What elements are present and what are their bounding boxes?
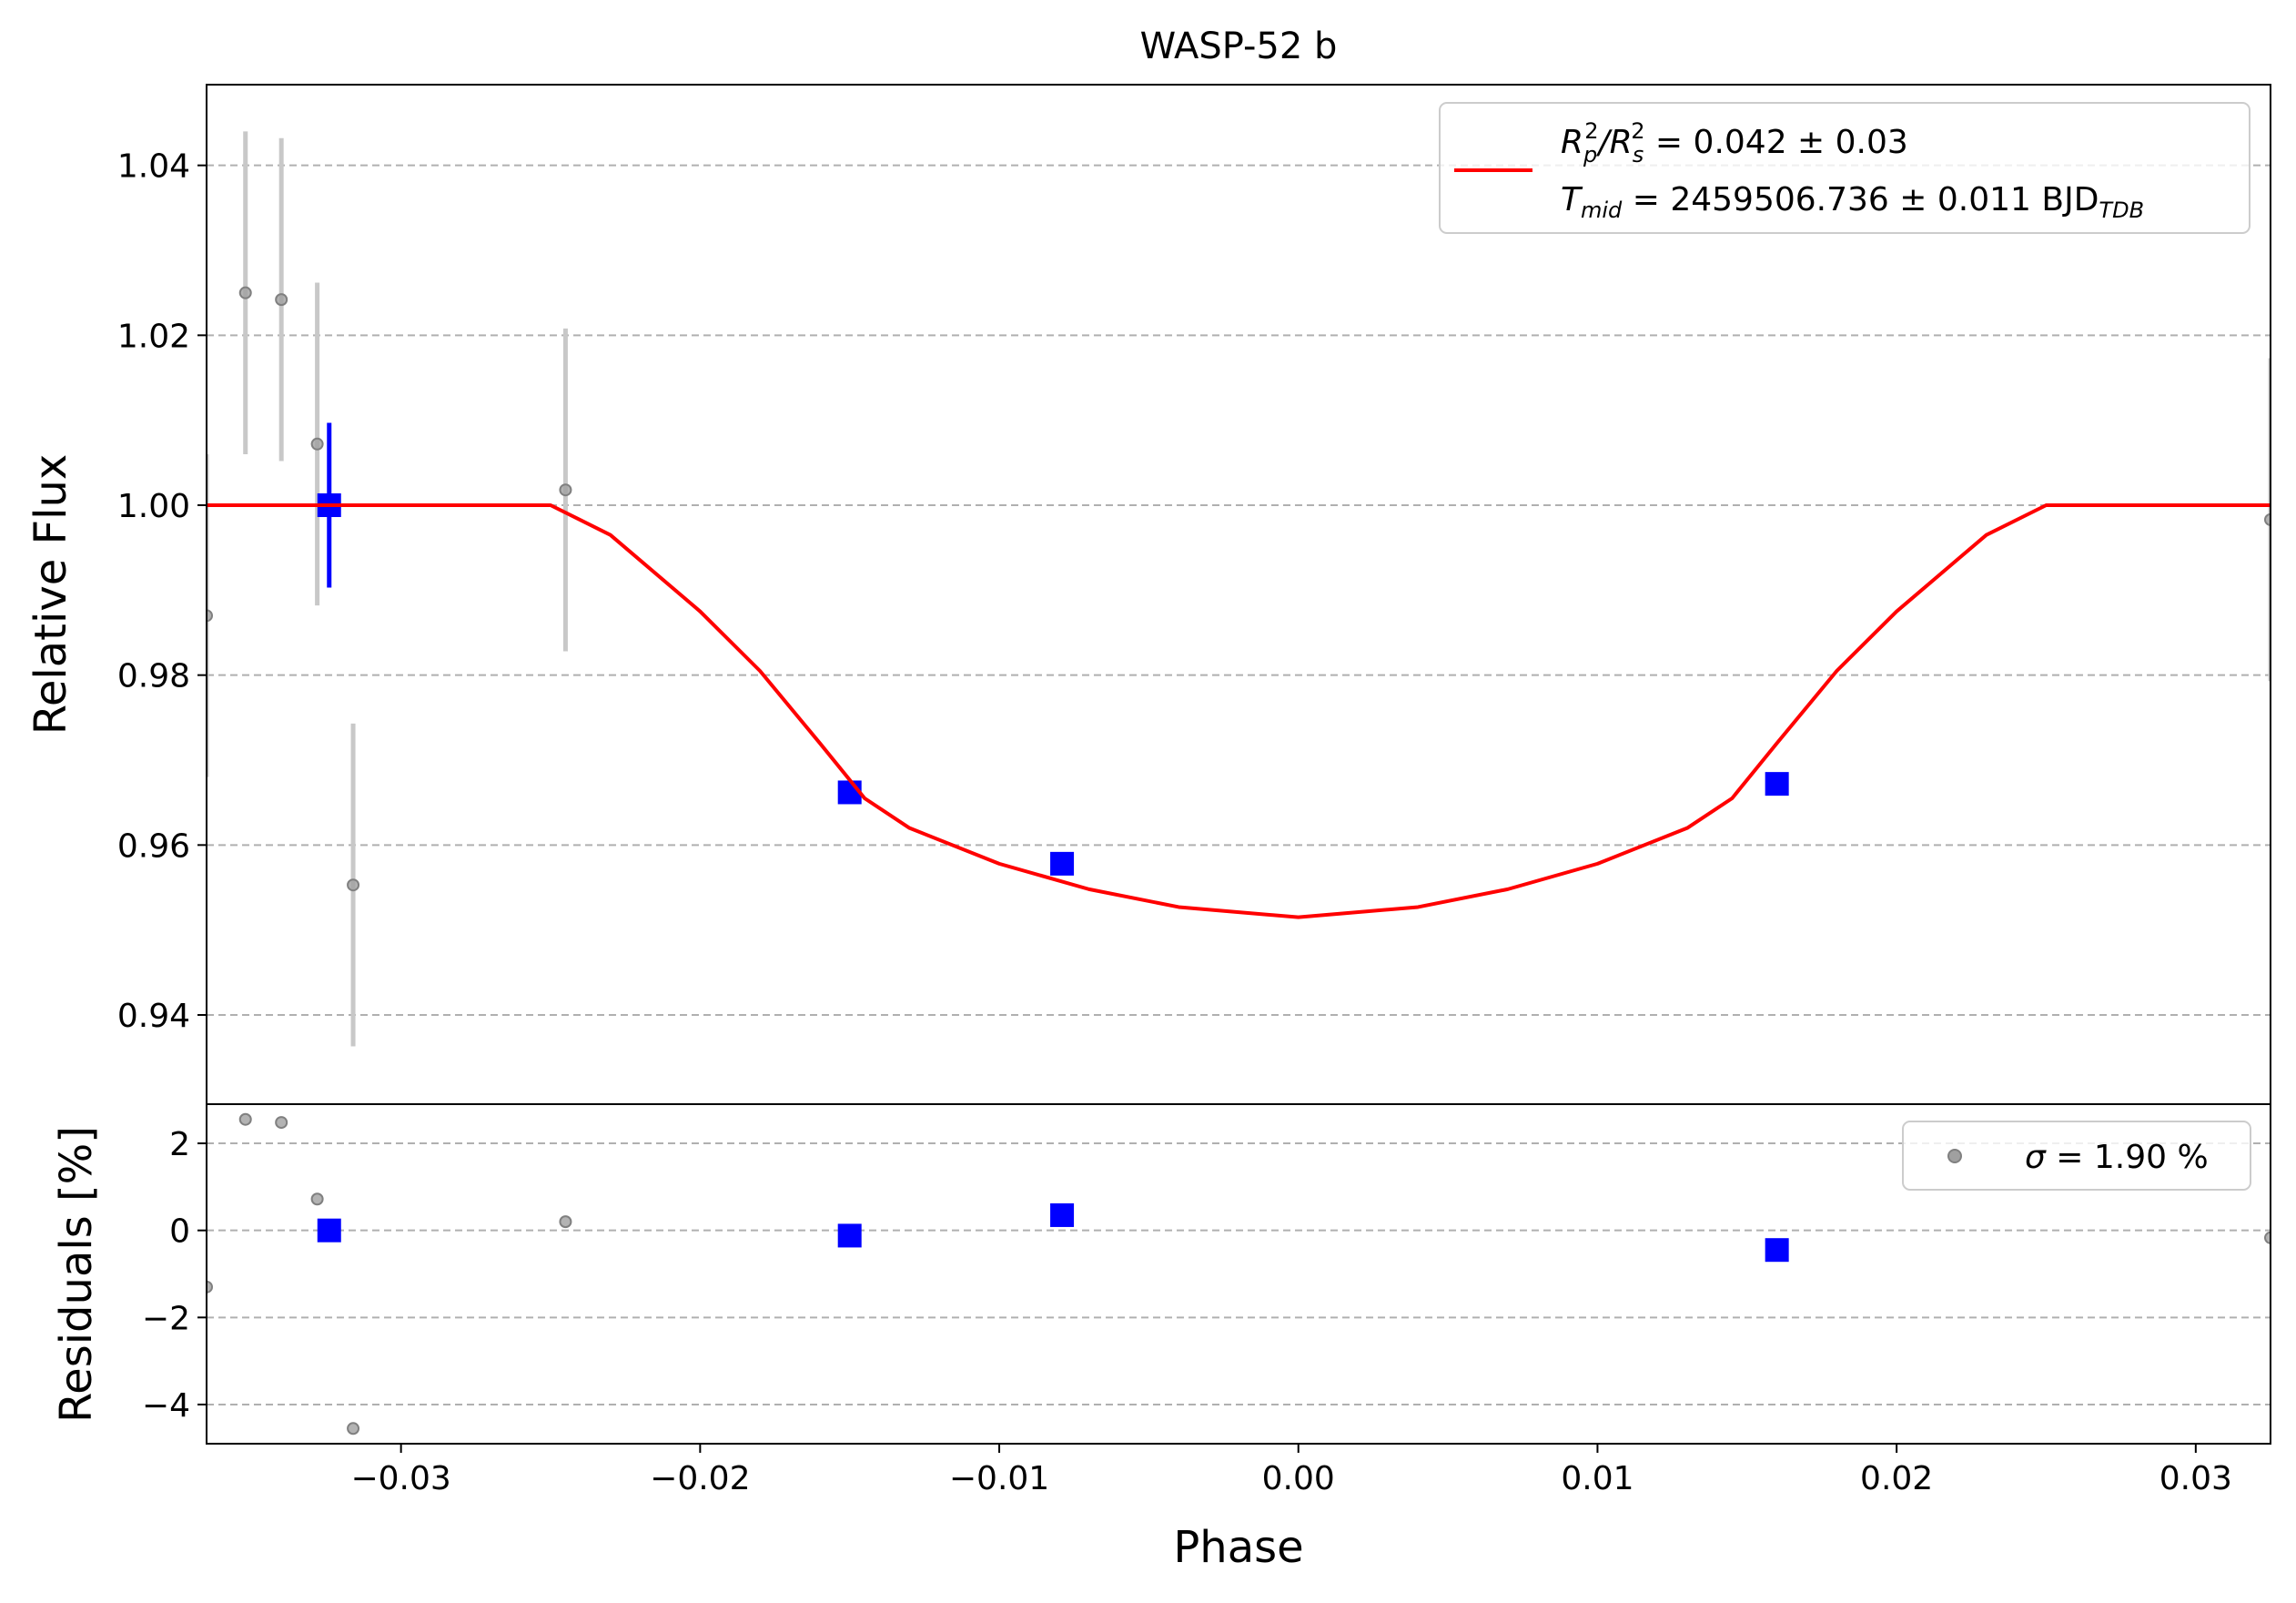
residuals-legend-box	[1902, 1121, 2251, 1191]
residuals-raw-point	[238, 1112, 252, 1126]
residuals-binned-point	[1050, 1202, 1075, 1227]
flux-raw-point	[347, 878, 360, 892]
x-tick-label: 0.03	[2159, 1460, 2232, 1497]
residuals-raw-point	[2264, 1231, 2271, 1244]
x-tick-label: −0.02	[650, 1460, 750, 1497]
x-axis-ticks: −0.03 −0.02 −0.01 0.00 0.01 0.02 0.03	[350, 1444, 2232, 1497]
residuals-data-layer	[207, 1112, 2271, 1436]
flux-raw-point	[275, 293, 288, 307]
flux-raw-point	[238, 286, 252, 299]
residuals-y-axis-title: Residuals [%]	[51, 1126, 102, 1423]
chart-title: WASP-52 b	[1140, 25, 1338, 67]
x-axis-title: Phase	[1173, 1522, 1303, 1573]
residuals-raw-point	[310, 1192, 324, 1206]
residuals-y-tick-label: 2	[169, 1126, 190, 1163]
residuals-raw-point	[559, 1215, 572, 1229]
flux-binned-point	[1050, 851, 1075, 876]
flux-y-tick-label: 1.04	[117, 148, 190, 186]
flux-data-layer	[207, 131, 2271, 1047]
residuals-y-tick-label: −4	[142, 1387, 190, 1425]
flux-raw-point	[2264, 512, 2271, 526]
legend-mid-transit-time: Tmid = 2459506.736 ± 0.011 BJDTDB	[1561, 181, 2144, 223]
residuals-axes-frame	[206, 1103, 2271, 1445]
x-tick-label: −0.01	[949, 1460, 1049, 1497]
flux-y-tick-label: 0.98	[117, 658, 190, 695]
residuals-y-ticks: −4 −2 0 2	[142, 1126, 207, 1425]
residuals-raw-point	[347, 1422, 360, 1436]
flux-y-axis-title: Relative Flux	[25, 454, 76, 736]
x-tick-label: −0.03	[350, 1460, 450, 1497]
residuals-y-tick-label: 0	[169, 1213, 190, 1251]
flux-raw-point	[559, 483, 572, 497]
residuals-binned-point	[1765, 1238, 1789, 1263]
residuals-legend-marker	[1947, 1149, 1962, 1163]
flux-panel: 0.94 0.96 0.98 1.00 1.02 1.04 Relative Flux R…	[25, 84, 2271, 1105]
flux-y-ticks: 0.94 0.96 0.98 1.00 1.02 1.04	[117, 148, 207, 1035]
flux-legend: Rp2/Rs2 = 0.042 ± 0.03 Tmid = 2459506.73…	[1439, 102, 2250, 234]
flux-binned-point	[1765, 772, 1789, 796]
legend-sigma: σ = 1.90 %	[2025, 1139, 2209, 1176]
residuals-raw-point	[275, 1116, 288, 1130]
residuals-legend: σ = 1.90 %	[1902, 1121, 2251, 1191]
flux-y-tick-label: 1.02	[117, 318, 190, 355]
residuals-raw-point	[207, 1280, 213, 1294]
flux-legend-box	[1439, 102, 2250, 234]
x-tick-label: 0.02	[1860, 1460, 1933, 1497]
residuals-binned-point	[317, 1218, 341, 1243]
transit-model-line	[207, 503, 2271, 919]
flux-y-tick-label: 0.96	[117, 827, 190, 865]
legend-radius-ratio: Rp2/Rs2 = 0.042 ± 0.03	[1561, 118, 1908, 167]
flux-y-tick-label: 0.94	[117, 998, 190, 1035]
x-tick-label: 0.01	[1561, 1460, 1633, 1497]
flux-raw-point	[310, 437, 324, 451]
residuals-binned-point	[837, 1223, 862, 1248]
residuals-panel: −4 −2 0 2 Residuals [%] σ = 1.90 %	[51, 1103, 2271, 1445]
flux-y-tick-label: 1.00	[117, 488, 190, 525]
x-tick-label: 0.00	[1262, 1460, 1335, 1497]
flux-raw-point	[207, 609, 213, 623]
residuals-gridlines	[207, 1142, 2271, 1405]
residuals-y-tick-label: −2	[142, 1300, 190, 1337]
